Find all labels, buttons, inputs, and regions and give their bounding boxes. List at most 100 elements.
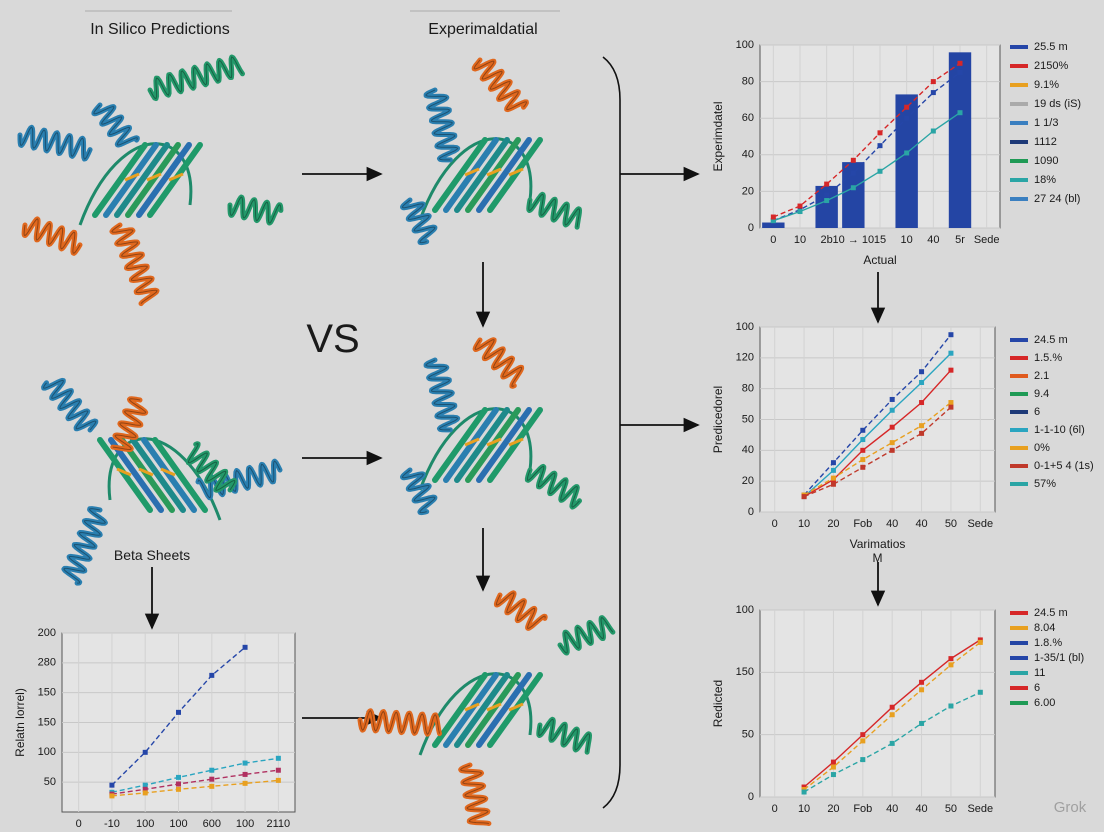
h-bond [160,467,176,477]
helix-edge [229,196,282,224]
point [142,786,148,792]
helix-edge [112,398,147,451]
point [275,755,281,761]
point [919,423,925,429]
point [889,407,895,413]
helix [472,337,525,389]
x-axis-label: Varimatios [850,537,906,551]
x-tick-label: 20 [827,803,839,815]
watermark: Grok [1054,799,1087,816]
helix-edge [528,193,581,228]
y-tick-label: 80 [742,76,754,88]
point [850,185,856,191]
legend-label: 9.1% [1034,79,1059,91]
point [176,709,181,715]
beta-strand [476,407,532,483]
y-tick-label: 50 [742,413,754,425]
helix [471,57,529,113]
helix [185,441,238,493]
h-bond [464,167,480,177]
point [824,181,830,187]
point [877,130,883,136]
point [209,776,215,782]
x-tick-label: 0 [770,234,776,246]
beta-strand [443,672,499,748]
h-bond [464,437,480,447]
beta-strand [443,407,499,483]
x-tick-label: Sede [967,518,993,530]
point [142,790,148,796]
point [242,644,248,650]
point [948,400,954,406]
helix-edge [149,56,243,100]
helix [227,194,284,226]
helix [147,54,245,102]
y-tick-label: 100 [736,321,754,333]
bar [895,94,918,228]
beta-strand [432,137,488,213]
point [209,783,215,789]
point [850,170,856,176]
legend-label: 27 24 (bl) [1034,193,1080,205]
point [860,732,866,738]
helix-edge [359,710,440,735]
x-tick-label: 2b [821,234,833,246]
helix-edge [111,224,158,304]
h-bond [116,467,132,477]
beta-strand [454,407,510,483]
point [824,198,830,204]
y-tick-label: 40 [742,444,754,456]
x-tick-label: 40 [886,803,898,815]
point [860,427,866,433]
point [275,767,281,773]
x-tick-label: 40 [915,803,927,815]
point [948,404,954,410]
mid-title: Experimaldatial [428,21,537,38]
beta-strand [432,407,488,483]
beta-strand [454,672,510,748]
helix [493,590,548,631]
point [860,457,866,463]
point [904,104,910,110]
legend-label: 6 [1034,682,1040,694]
beta-strand [465,407,521,483]
point [860,757,866,763]
point [860,437,866,443]
y-tick-label: 50 [44,776,56,788]
beta-strand [152,437,208,513]
point [919,679,925,685]
x-tick-label: Sede [974,234,1000,246]
point [801,789,807,795]
point [242,771,248,777]
point [919,720,925,726]
legend-label: 1-35/1 (bl) [1034,652,1084,664]
x-tick-label: 0 [76,818,82,830]
bar [762,222,785,228]
x-tick-label: 15 [874,234,886,246]
series-line [803,352,952,498]
y-tick-label: 280 [38,657,56,669]
legend-label: 1-1-10 (6l) [1034,424,1085,436]
point [889,447,895,453]
h-bond [486,437,502,447]
helix [400,197,438,246]
point [948,350,954,356]
series-line [773,62,961,218]
series-line [111,769,279,795]
x-tick-label: 0 [772,518,778,530]
y-tick-label: 100 [736,39,754,51]
x-tick-label: 2110 [267,818,291,830]
point [830,467,836,473]
point [176,786,181,792]
y-axis-label: Predicedorel [711,386,725,453]
plot-area [759,609,996,798]
y-tick-label: 50 [742,729,754,741]
point [948,367,954,373]
x-tick-label: 100 [136,818,154,830]
y-tick-label: 0 [748,506,754,518]
point [930,128,936,134]
x-tick-label: 10 [901,234,913,246]
helix-edge [425,89,459,161]
beta-strand [476,137,532,213]
